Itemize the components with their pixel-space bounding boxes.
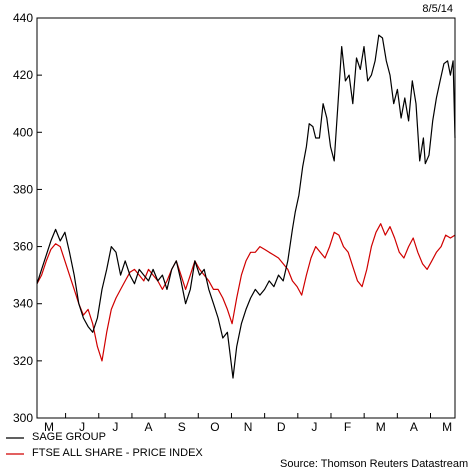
x-tick-label: A	[145, 420, 153, 434]
plot-frame	[36, 17, 456, 419]
y-axis-ticks: 300 320 340 360 380 400 420 440	[13, 11, 42, 425]
x-tick-label: A	[410, 420, 418, 434]
series-line-ftse-all-share-price-index	[36, 223, 456, 362]
chart-date: 8/5/14	[422, 3, 453, 15]
x-tick-label: F	[344, 420, 351, 434]
x-tick-label: N	[244, 420, 253, 434]
y-tick-label: 320	[13, 354, 33, 368]
y-tick-label: 360	[13, 240, 33, 254]
x-tick-label: M	[376, 420, 386, 434]
y-tick-label: 340	[13, 297, 33, 311]
x-tick-label: J	[112, 420, 118, 434]
series-lines	[36, 34, 456, 379]
legend-label-ftse-all-share: FTSE ALL SHARE - PRICE INDEX	[32, 447, 203, 459]
y-tick-label: 380	[13, 182, 33, 196]
y-tick-label: 420	[13, 68, 33, 82]
x-tick-label: O	[210, 420, 219, 434]
legend-label-sage-group: SAGE GROUP	[32, 431, 106, 443]
y-tick-label: 400	[13, 125, 33, 139]
x-tick-label: J	[79, 420, 85, 434]
x-tick-label: D	[277, 420, 286, 434]
chart-source: Source: Thomson Reuters Datastream	[280, 458, 469, 470]
x-tick-label: J	[311, 420, 317, 434]
y-tick-label: 300	[13, 411, 33, 425]
series-line-sage-group	[36, 34, 456, 379]
y-tick-label: 440	[13, 11, 33, 25]
x-tick-label: M	[442, 420, 452, 434]
x-tick-label: M	[44, 420, 54, 434]
x-tick-label: S	[178, 420, 186, 434]
